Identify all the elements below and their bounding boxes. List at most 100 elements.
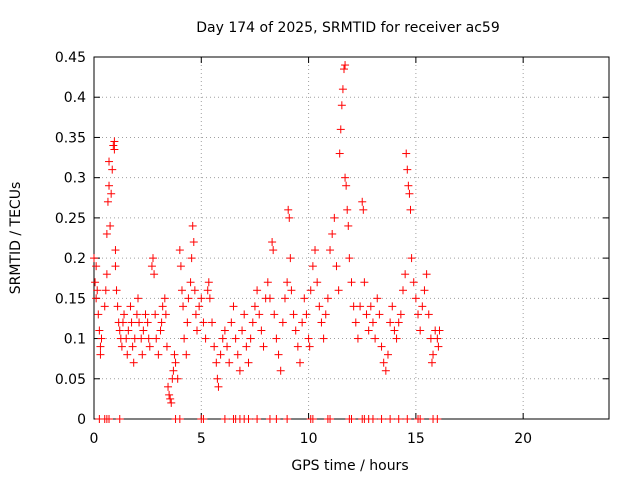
zero-point <box>403 415 412 423</box>
data-point <box>364 326 373 335</box>
data-point <box>353 334 362 343</box>
data-point <box>242 342 251 351</box>
data-point <box>195 302 204 311</box>
data-point <box>214 382 223 391</box>
data-point <box>101 286 110 295</box>
zero-value-markers <box>95 415 442 423</box>
data-point <box>407 254 416 263</box>
data-point <box>123 350 132 359</box>
data-point <box>341 173 350 182</box>
zero-point <box>220 415 229 423</box>
data-point <box>289 310 298 319</box>
zero-point <box>368 415 377 423</box>
data-point <box>317 318 326 327</box>
data-point <box>216 350 225 359</box>
data-point <box>171 358 180 367</box>
data-point <box>429 350 438 359</box>
data-point <box>406 205 415 214</box>
data-point <box>287 286 296 295</box>
data-point <box>187 254 196 263</box>
data-point <box>177 286 186 295</box>
data-point <box>368 318 377 327</box>
data-point <box>269 246 278 255</box>
data-point <box>293 342 302 351</box>
data-point <box>190 286 199 295</box>
data-point <box>128 342 137 351</box>
data-point <box>204 278 213 287</box>
data-point <box>330 213 339 222</box>
data-point <box>132 310 141 319</box>
data-point <box>158 302 167 311</box>
data-point <box>265 294 274 303</box>
data-point <box>296 358 304 367</box>
data-point <box>170 350 179 359</box>
data-point <box>120 310 129 319</box>
data-point <box>191 310 200 319</box>
data-point <box>205 294 214 303</box>
zero-point <box>416 415 425 423</box>
data-point <box>305 342 314 351</box>
data-point <box>188 221 197 230</box>
data-point <box>304 334 313 343</box>
data-point <box>338 85 347 94</box>
data-point <box>113 302 122 311</box>
data-point <box>106 221 115 230</box>
zero-point <box>199 415 208 423</box>
data-point <box>213 374 222 383</box>
data-point <box>100 302 109 311</box>
data-point <box>90 254 98 263</box>
data-point <box>238 326 247 335</box>
data-point <box>109 141 118 150</box>
y-tick-label: 0.25 <box>55 211 86 227</box>
data-point <box>342 181 351 190</box>
data-point <box>91 278 100 287</box>
data-point <box>414 310 423 319</box>
data-point <box>105 157 114 166</box>
data-point <box>341 61 350 70</box>
data-point <box>173 374 182 383</box>
data-point <box>401 270 410 279</box>
data-point <box>118 318 127 327</box>
data-point <box>392 334 401 343</box>
data-point <box>362 310 371 319</box>
data-point <box>356 302 365 311</box>
y-tick-label: 0.05 <box>55 372 86 388</box>
data-point <box>96 350 105 359</box>
data-point <box>257 326 266 335</box>
data-point <box>328 229 337 238</box>
data-point <box>246 334 255 343</box>
data-point <box>184 294 193 303</box>
data-point <box>212 358 221 367</box>
data-point <box>92 294 101 303</box>
data-point <box>396 310 405 319</box>
data-point <box>283 278 292 287</box>
zero-point <box>175 415 184 423</box>
data-point <box>201 334 210 343</box>
data-point <box>433 334 442 343</box>
y-tick-label: 0 <box>77 412 86 428</box>
y-tick-label: 0.1 <box>64 332 86 348</box>
chart-title: Day 174 of 2025, SRMTID for receiver ac5… <box>196 20 500 36</box>
data-point <box>218 334 227 343</box>
data-point <box>110 145 119 154</box>
data-point <box>375 310 384 319</box>
data-point <box>94 310 103 319</box>
data-point <box>344 221 353 230</box>
data-point <box>208 318 217 327</box>
data-point <box>359 205 368 214</box>
data-point <box>335 149 344 158</box>
x-tick-labels: 0 5 10 15 20 <box>90 431 533 447</box>
data-point <box>141 310 150 319</box>
axis-ticks <box>93 56 609 420</box>
data-point <box>135 318 144 327</box>
data-point <box>145 342 154 351</box>
data-point <box>240 310 249 319</box>
data-point <box>409 278 418 287</box>
data-point <box>97 334 106 343</box>
data-point <box>183 318 192 327</box>
y-tick-label: 0.2 <box>64 251 86 267</box>
data-point <box>285 213 294 222</box>
data-point <box>383 350 392 359</box>
data-point <box>102 229 111 238</box>
data-point <box>112 286 121 295</box>
